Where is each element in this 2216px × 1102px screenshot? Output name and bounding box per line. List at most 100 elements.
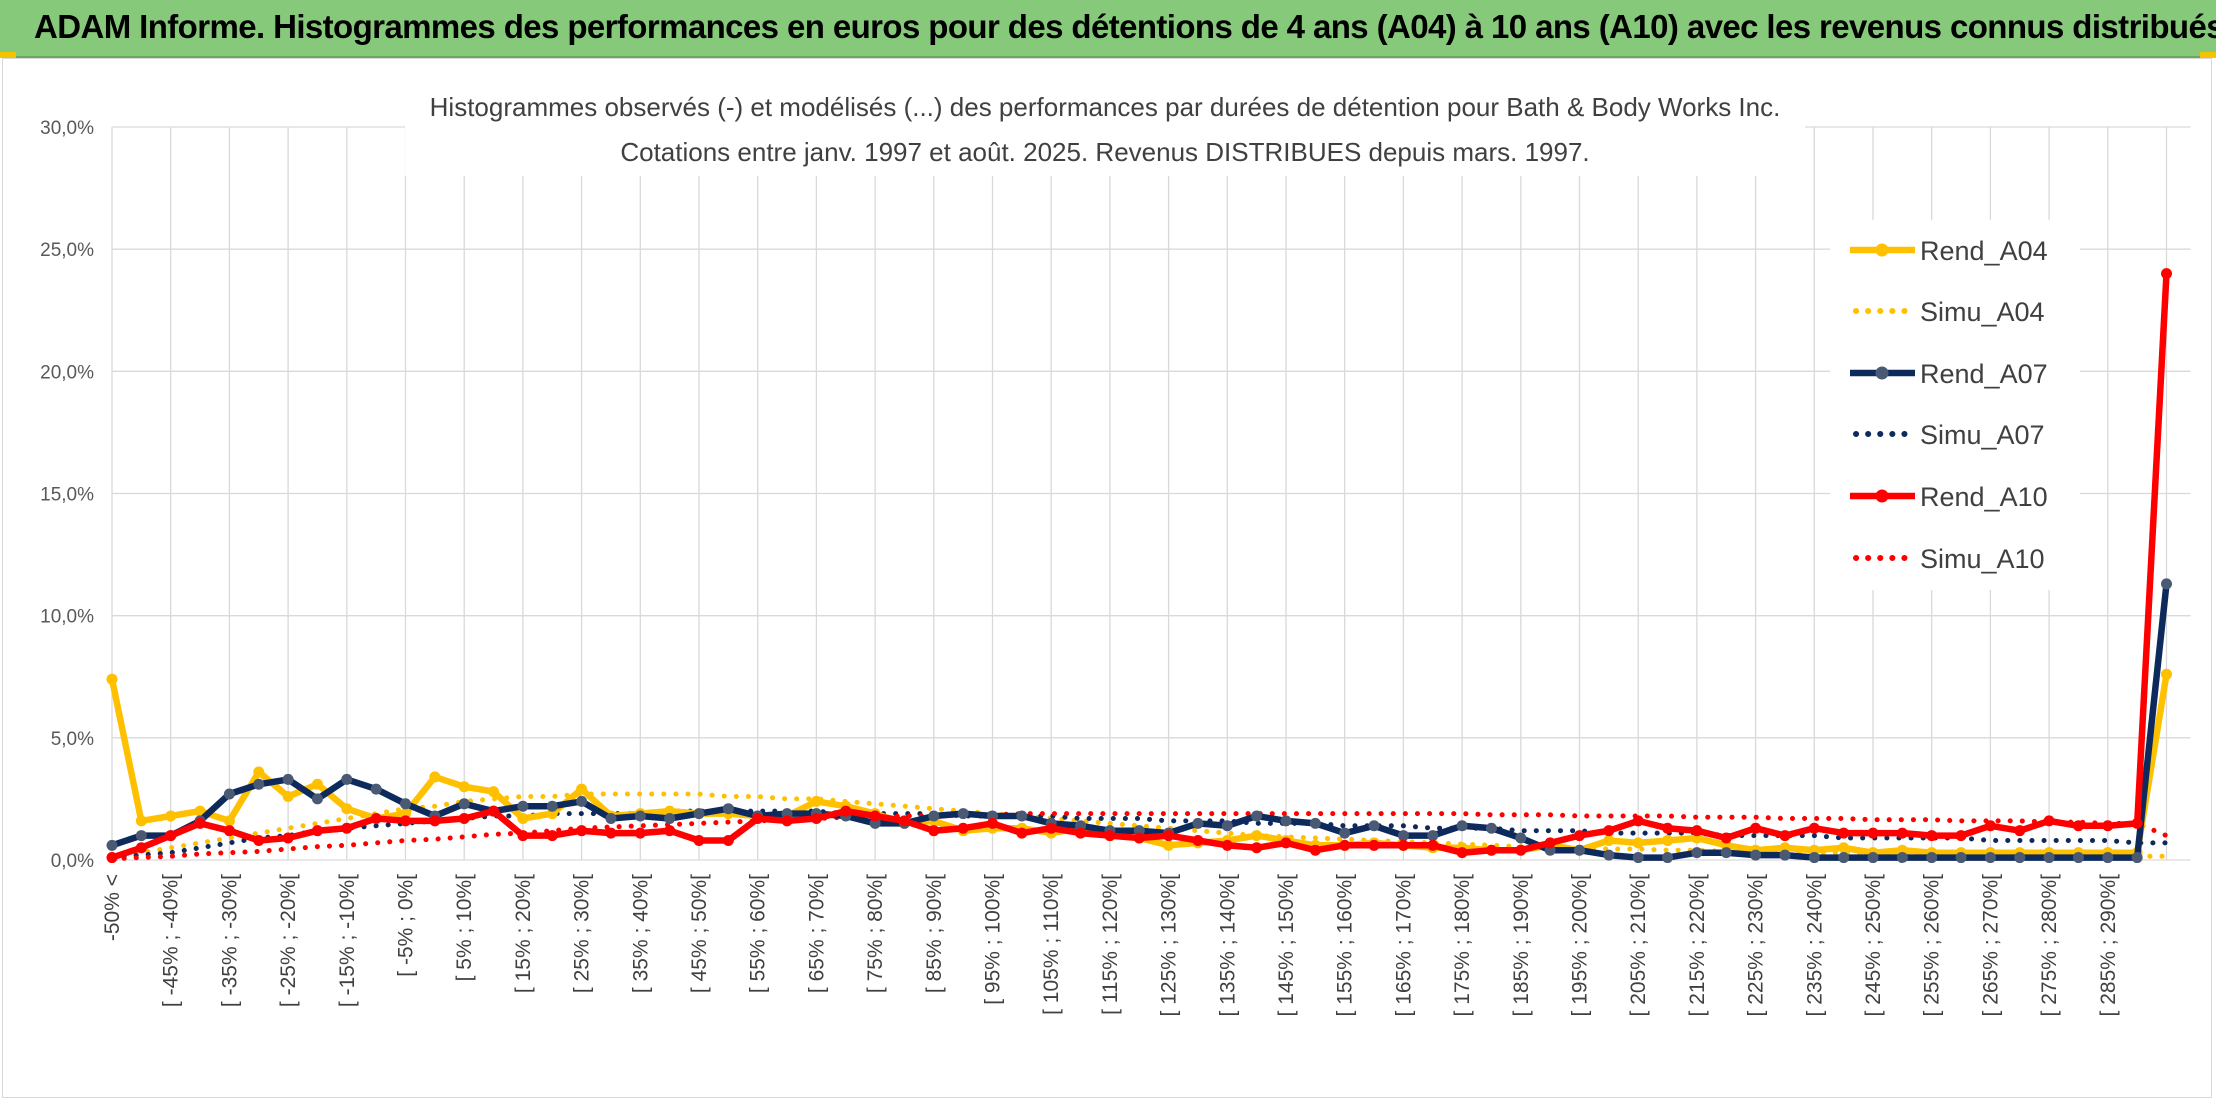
data-point bbox=[1075, 827, 1087, 839]
data-point bbox=[2043, 852, 2055, 864]
data-point bbox=[2072, 852, 2084, 864]
data-point bbox=[370, 783, 382, 795]
data-point bbox=[223, 788, 235, 800]
legend-item: Simu_A04 bbox=[1853, 297, 2045, 327]
data-point bbox=[546, 830, 558, 842]
data-point bbox=[752, 812, 764, 824]
banner-corner-right bbox=[2200, 52, 2216, 58]
data-point bbox=[928, 825, 940, 837]
data-point bbox=[1838, 827, 1850, 839]
banner-corner-left bbox=[0, 52, 16, 58]
data-point bbox=[1632, 852, 1644, 864]
data-point bbox=[1779, 830, 1791, 842]
data-point bbox=[1544, 837, 1556, 849]
data-point bbox=[576, 795, 588, 807]
data-point bbox=[311, 825, 323, 837]
data-point bbox=[810, 812, 822, 824]
y-tick-label: 25,0% bbox=[40, 240, 94, 261]
data-point bbox=[253, 834, 265, 846]
data-point bbox=[517, 812, 529, 824]
chart-title: Histogrammes observés (-) et modélisés (… bbox=[430, 92, 1781, 122]
data-point bbox=[1955, 852, 1967, 864]
data-point bbox=[1133, 832, 1145, 844]
x-tick-label: [ 135% ; 140%[ bbox=[1216, 874, 1239, 1017]
data-point bbox=[1603, 834, 1615, 846]
x-tick-label: [ 235% ; 240%[ bbox=[1803, 874, 1826, 1017]
y-axis-ticks: 0,0% 5,0% 10,0% 15,0% 20,0% 25,0% 30,0% bbox=[40, 118, 94, 872]
x-tick-label: [ 145% ; 150%[ bbox=[1275, 874, 1298, 1017]
data-point bbox=[2072, 820, 2084, 832]
report-title: ADAM Informe. Histogrammes des performan… bbox=[34, 8, 2216, 45]
data-point bbox=[722, 834, 734, 846]
data-point bbox=[106, 673, 118, 685]
chart-series-layer bbox=[106, 268, 2172, 864]
data-point bbox=[194, 805, 206, 817]
data-point bbox=[517, 800, 529, 812]
legend-background bbox=[1830, 220, 2080, 590]
data-point bbox=[341, 822, 353, 834]
data-point bbox=[576, 825, 588, 837]
data-point bbox=[898, 815, 910, 827]
data-point bbox=[2161, 668, 2172, 680]
data-point bbox=[458, 812, 470, 824]
data-point bbox=[1339, 839, 1351, 851]
data-point bbox=[1251, 842, 1263, 854]
series-line bbox=[109, 811, 2169, 862]
data-point bbox=[370, 812, 382, 824]
data-point bbox=[429, 815, 441, 827]
y-tick-label: 10,0% bbox=[40, 607, 94, 628]
data-point bbox=[1984, 820, 1996, 832]
data-point bbox=[693, 834, 705, 846]
data-point bbox=[341, 773, 353, 785]
data-point bbox=[1045, 822, 1057, 834]
data-point bbox=[1720, 847, 1732, 859]
data-point bbox=[1397, 830, 1409, 842]
data-point bbox=[311, 778, 323, 790]
data-point bbox=[1984, 852, 1996, 864]
x-tick-label: [ 265% ; 270%[ bbox=[1979, 874, 2002, 1017]
chart-legend: Rend_A04 Simu_A04 Rend_A07 Simu_A07 Rend_A10… bbox=[1830, 220, 2080, 590]
data-point bbox=[2161, 578, 2172, 590]
data-point bbox=[957, 822, 969, 834]
data-point bbox=[1691, 825, 1703, 837]
data-point bbox=[1251, 830, 1263, 842]
x-tick-label: [ 95% ; 100%[ bbox=[982, 874, 1005, 1005]
data-point bbox=[1221, 839, 1233, 851]
data-point bbox=[1720, 832, 1732, 844]
data-point bbox=[135, 815, 147, 827]
legend-item: Rend_A10 bbox=[1850, 482, 2048, 512]
data-point bbox=[1368, 820, 1380, 832]
data-point bbox=[1368, 839, 1380, 851]
data-point bbox=[106, 839, 118, 851]
data-point bbox=[605, 812, 617, 824]
x-tick-label: [ -35% ; -30%[ bbox=[218, 874, 241, 1007]
data-point bbox=[1691, 847, 1703, 859]
x-tick-label: [ 195% ; 200%[ bbox=[1569, 874, 1592, 1017]
data-point bbox=[194, 817, 206, 829]
x-tick-label: [ -15% ; -10%[ bbox=[336, 874, 359, 1007]
data-point bbox=[2161, 268, 2172, 280]
data-point bbox=[400, 815, 411, 827]
data-point bbox=[1427, 839, 1439, 851]
x-tick-label: [ 125% ; 130%[ bbox=[1158, 874, 1181, 1017]
data-point bbox=[1662, 822, 1674, 834]
data-point bbox=[135, 842, 147, 854]
data-point bbox=[605, 827, 617, 839]
report-banner: ADAM Informe. Histogrammes des performan… bbox=[0, 0, 2216, 58]
chart-title-block: Histogrammes observés (-) et modélisés (… bbox=[405, 84, 1805, 176]
data-point bbox=[1662, 852, 1674, 864]
data-point bbox=[458, 781, 470, 793]
series-line bbox=[110, 583, 2170, 861]
legend-marker bbox=[1875, 243, 1889, 257]
data-point bbox=[1339, 827, 1351, 839]
legend-item: Simu_A07 bbox=[1853, 420, 2045, 450]
series-simu-a10 bbox=[109, 811, 2169, 862]
x-tick-label: [ -45% ; -40%[ bbox=[160, 874, 183, 1007]
x-tick-label: [ 5% ; 10%[ bbox=[453, 874, 476, 982]
data-point bbox=[1867, 827, 1879, 839]
data-point bbox=[223, 825, 235, 837]
data-point bbox=[546, 800, 558, 812]
legend-marker bbox=[1875, 489, 1889, 503]
data-point bbox=[1485, 822, 1497, 834]
